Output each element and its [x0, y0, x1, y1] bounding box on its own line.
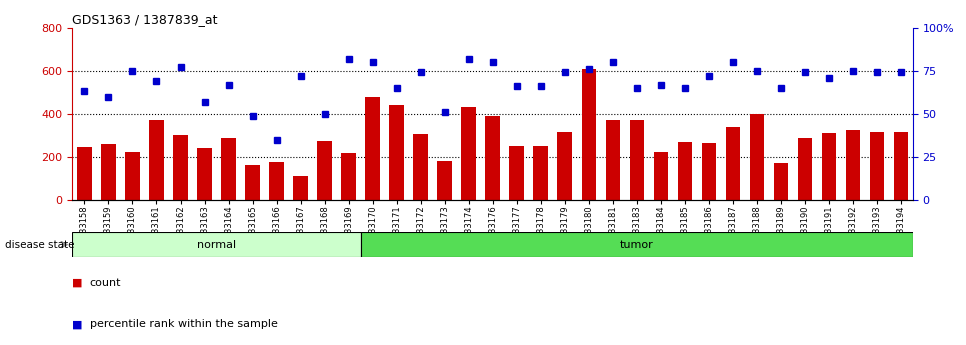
- Bar: [389, 105, 404, 200]
- Bar: [606, 120, 620, 200]
- Bar: [270, 162, 284, 200]
- Bar: [101, 145, 116, 200]
- Bar: [701, 143, 716, 200]
- Text: disease state: disease state: [5, 240, 74, 249]
- Bar: [413, 134, 428, 200]
- Text: percentile rank within the sample: percentile rank within the sample: [90, 319, 277, 329]
- Text: tumor: tumor: [620, 240, 654, 249]
- Bar: [150, 120, 163, 200]
- Bar: [197, 148, 212, 200]
- Bar: [126, 151, 140, 200]
- Bar: [294, 176, 308, 200]
- Bar: [365, 97, 380, 200]
- Bar: [894, 132, 908, 200]
- Bar: [341, 152, 355, 200]
- Bar: [360, 232, 913, 257]
- Bar: [798, 138, 812, 200]
- Bar: [533, 146, 548, 200]
- Bar: [845, 130, 860, 200]
- Bar: [750, 114, 764, 200]
- Bar: [869, 132, 884, 200]
- Text: GDS1363 / 1387839_at: GDS1363 / 1387839_at: [72, 13, 218, 27]
- Bar: [557, 132, 572, 200]
- Text: ■: ■: [72, 319, 83, 329]
- Bar: [774, 164, 788, 200]
- Bar: [77, 147, 92, 200]
- Bar: [677, 142, 692, 200]
- Bar: [582, 69, 596, 200]
- Bar: [725, 127, 740, 200]
- Bar: [654, 151, 668, 200]
- Bar: [318, 141, 331, 200]
- Bar: [221, 138, 236, 200]
- Bar: [462, 107, 476, 200]
- Bar: [630, 120, 644, 200]
- Text: ■: ■: [72, 278, 83, 288]
- Text: count: count: [90, 278, 122, 288]
- Bar: [822, 133, 836, 200]
- Bar: [486, 116, 499, 200]
- Bar: [245, 165, 260, 200]
- Bar: [72, 232, 360, 257]
- Bar: [438, 161, 452, 200]
- Bar: [173, 136, 187, 200]
- Text: normal: normal: [197, 240, 236, 249]
- Bar: [509, 146, 524, 200]
